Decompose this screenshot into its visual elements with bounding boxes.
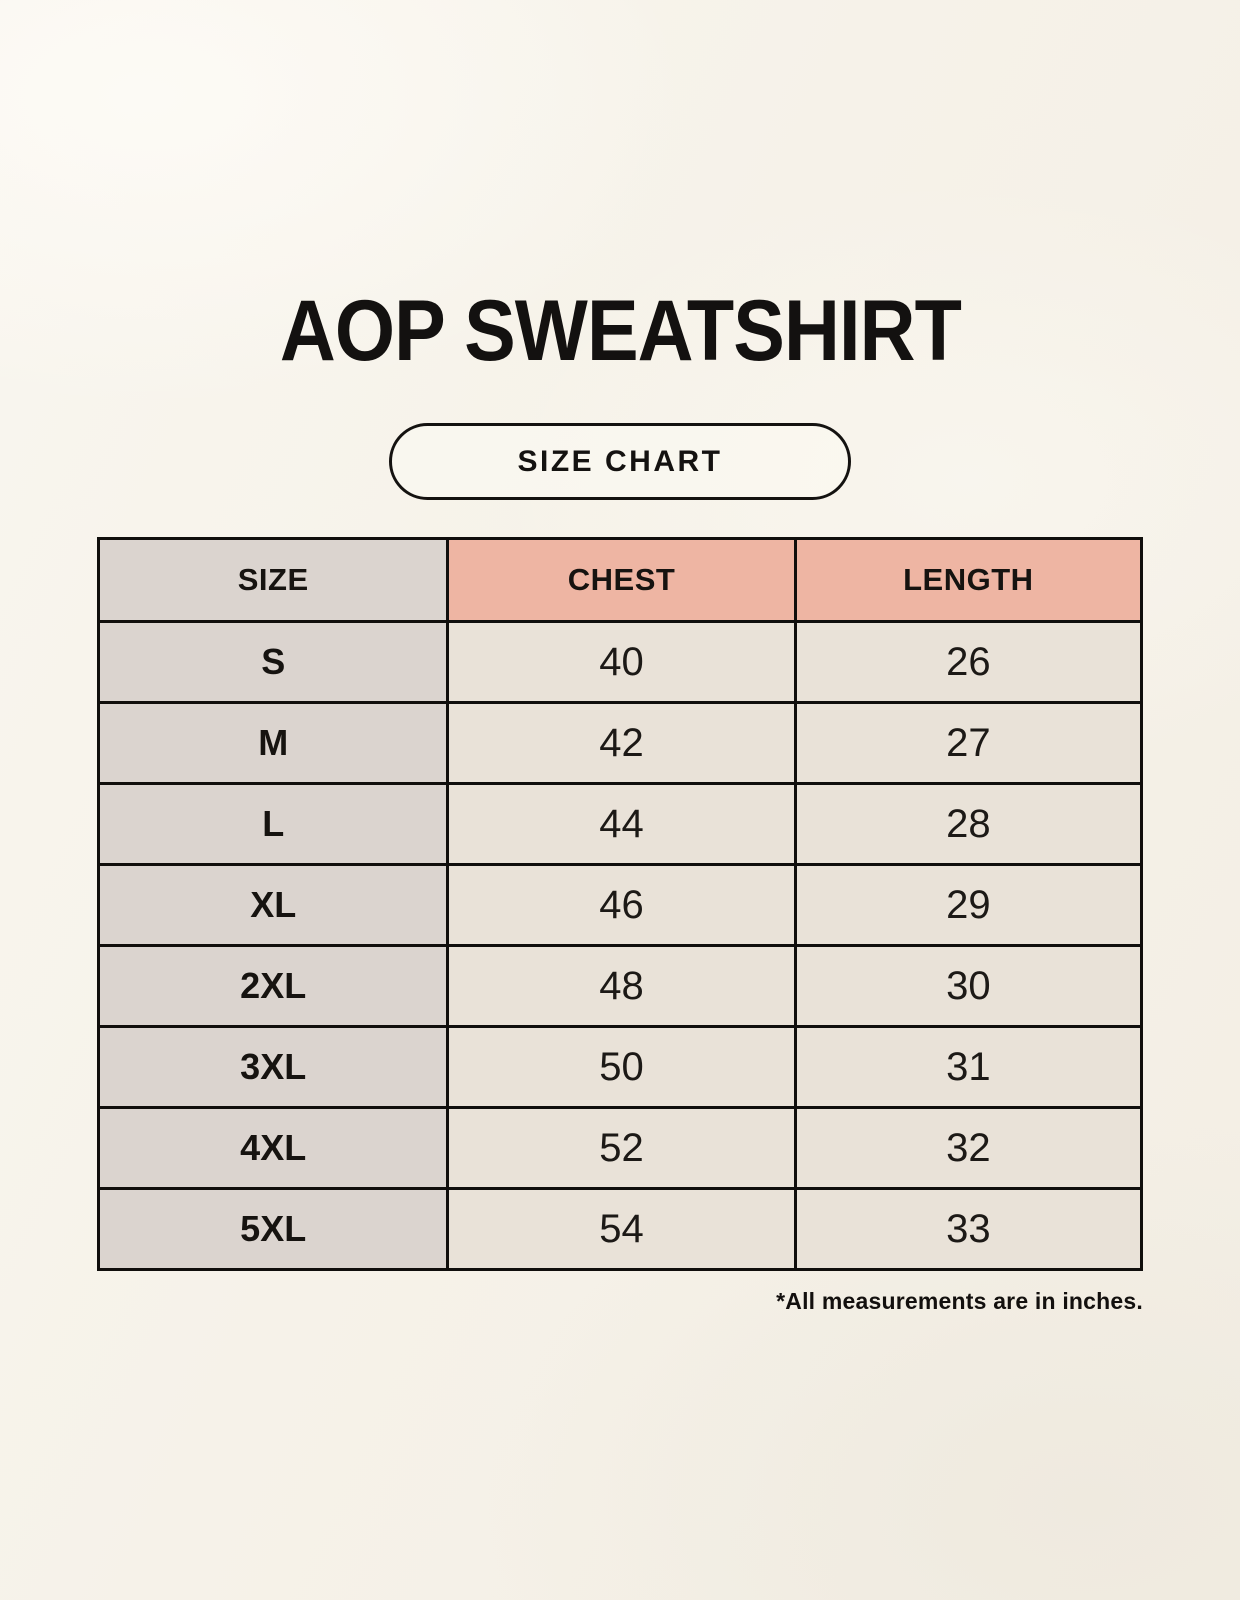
size-cell: 3XL — [96, 1025, 450, 1109]
chest-cell: 44 — [446, 782, 797, 866]
chest-cell: 46 — [446, 863, 797, 947]
table-row-2xl: 2XL 48 30 — [96, 944, 1144, 1028]
length-cell: 31 — [793, 1025, 1144, 1109]
size-table: SIZE CHEST LENGTH S 40 26 M 42 27 L 44 2… — [96, 537, 1144, 1271]
size-cell: XL — [96, 863, 450, 947]
length-cell: 29 — [793, 863, 1144, 947]
chest-cell: 42 — [446, 701, 797, 785]
size-cell: 5XL — [96, 1187, 450, 1271]
table-row-m: M 42 27 — [96, 701, 1144, 785]
chest-cell: 52 — [446, 1106, 797, 1190]
size-cell: S — [96, 620, 450, 704]
column-header-length: LENGTH — [793, 537, 1144, 623]
length-cell: 32 — [793, 1106, 1144, 1190]
length-cell: 30 — [793, 944, 1144, 1028]
table-row-s: S 40 26 — [96, 620, 1144, 704]
chest-cell: 48 — [446, 944, 797, 1028]
chest-cell: 40 — [446, 620, 797, 704]
chest-cell: 54 — [446, 1187, 797, 1271]
size-cell: 2XL — [96, 944, 450, 1028]
table-row-l: L 44 28 — [96, 782, 1144, 866]
column-header-chest: CHEST — [446, 537, 797, 623]
chest-cell: 50 — [446, 1025, 797, 1109]
length-cell: 33 — [793, 1187, 1144, 1271]
length-cell: 27 — [793, 701, 1144, 785]
page-title-text: AOP SWEATSHIRT — [279, 283, 961, 379]
size-chart-badge: SIZE CHART — [389, 423, 851, 500]
size-cell: L — [96, 782, 450, 866]
page-title: AOP SWEATSHIRT — [0, 288, 1240, 374]
length-cell: 28 — [793, 782, 1144, 866]
column-header-size: SIZE — [96, 537, 450, 623]
size-cell: 4XL — [96, 1106, 450, 1190]
table-header-row: SIZE CHEST LENGTH — [96, 537, 1144, 623]
size-chart-badge-label: SIZE CHART — [517, 444, 723, 478]
table-row-xl: XL 46 29 — [96, 863, 1144, 947]
length-cell: 26 — [793, 620, 1144, 704]
table-row-5xl: 5XL 54 33 — [96, 1187, 1144, 1271]
measurement-note: *All measurements are in inches. — [776, 1288, 1143, 1314]
size-cell: M — [96, 701, 450, 785]
table-row-4xl: 4XL 52 32 — [96, 1106, 1144, 1190]
table-row-3xl: 3XL 50 31 — [96, 1025, 1144, 1109]
